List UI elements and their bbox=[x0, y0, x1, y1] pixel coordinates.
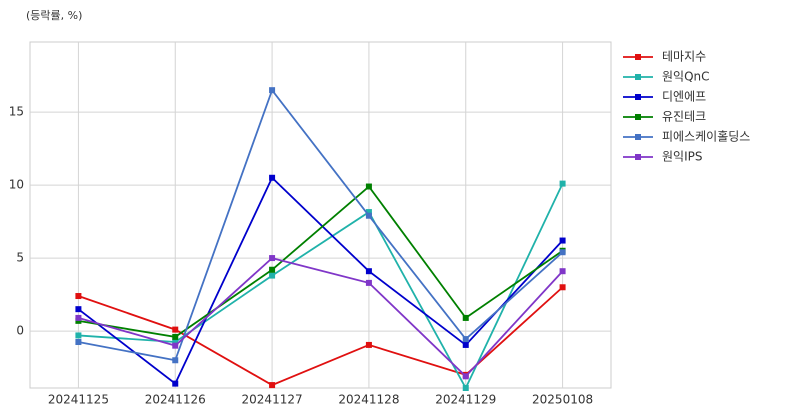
x-tick-label: 20250108 bbox=[532, 393, 593, 407]
legend-label: 유진테크 bbox=[662, 110, 706, 124]
point bbox=[462, 373, 469, 380]
point bbox=[559, 268, 566, 275]
point bbox=[75, 314, 82, 321]
point bbox=[172, 380, 179, 387]
point bbox=[559, 180, 566, 187]
point bbox=[269, 272, 276, 279]
legend-marker bbox=[635, 54, 641, 60]
point bbox=[462, 385, 469, 391]
legend-marker bbox=[635, 154, 641, 160]
legend-label: 디엔에프 bbox=[662, 90, 706, 104]
x-tick-label: 20241125 bbox=[48, 393, 109, 407]
point bbox=[365, 341, 372, 348]
point bbox=[365, 209, 372, 216]
y-axis-label: (등락률, %) bbox=[26, 9, 82, 22]
plot-frame bbox=[29, 41, 612, 389]
legend-marker bbox=[635, 94, 641, 100]
point bbox=[75, 293, 82, 300]
point bbox=[75, 339, 82, 346]
y-tick-label: 10 bbox=[9, 178, 24, 192]
point bbox=[75, 306, 82, 313]
series-line bbox=[78, 257, 564, 378]
point bbox=[172, 357, 179, 364]
series-line bbox=[77, 176, 564, 386]
legend-label: 테마지수 bbox=[662, 50, 706, 64]
series-line bbox=[78, 185, 564, 338]
point bbox=[462, 336, 469, 343]
point bbox=[559, 237, 566, 244]
legend-marker bbox=[635, 134, 641, 140]
point bbox=[365, 212, 372, 219]
x-tick-label: 20241128 bbox=[338, 393, 399, 407]
series-line bbox=[78, 183, 564, 390]
series-line bbox=[78, 286, 564, 387]
point bbox=[462, 341, 469, 348]
legend-label: 원익IPS bbox=[662, 150, 702, 164]
point bbox=[269, 382, 276, 389]
point bbox=[269, 255, 276, 262]
point bbox=[365, 268, 372, 275]
y-tick-label: 0 bbox=[16, 324, 24, 338]
point bbox=[559, 284, 566, 291]
point bbox=[559, 249, 566, 256]
point bbox=[269, 87, 276, 94]
x-tick-label: 20241129 bbox=[435, 393, 496, 407]
point bbox=[462, 314, 469, 321]
y-tick-label: 5 bbox=[16, 251, 24, 265]
point bbox=[365, 279, 372, 286]
point bbox=[75, 332, 82, 339]
x-tick-label: 20241126 bbox=[145, 393, 206, 407]
legend-marker bbox=[635, 114, 641, 120]
point bbox=[269, 174, 276, 181]
point bbox=[172, 326, 179, 333]
legend-label: 피에스케이홀딩스 bbox=[662, 130, 750, 144]
point bbox=[172, 342, 179, 349]
point bbox=[269, 266, 276, 273]
point bbox=[172, 333, 179, 340]
series-line bbox=[78, 88, 564, 362]
y-tick-label: 15 bbox=[9, 105, 24, 119]
legend-label: 원익QnC bbox=[662, 70, 710, 84]
point bbox=[172, 339, 179, 346]
point bbox=[365, 183, 372, 190]
legend-marker bbox=[635, 74, 641, 80]
x-tick-label: 20241127 bbox=[242, 393, 303, 407]
